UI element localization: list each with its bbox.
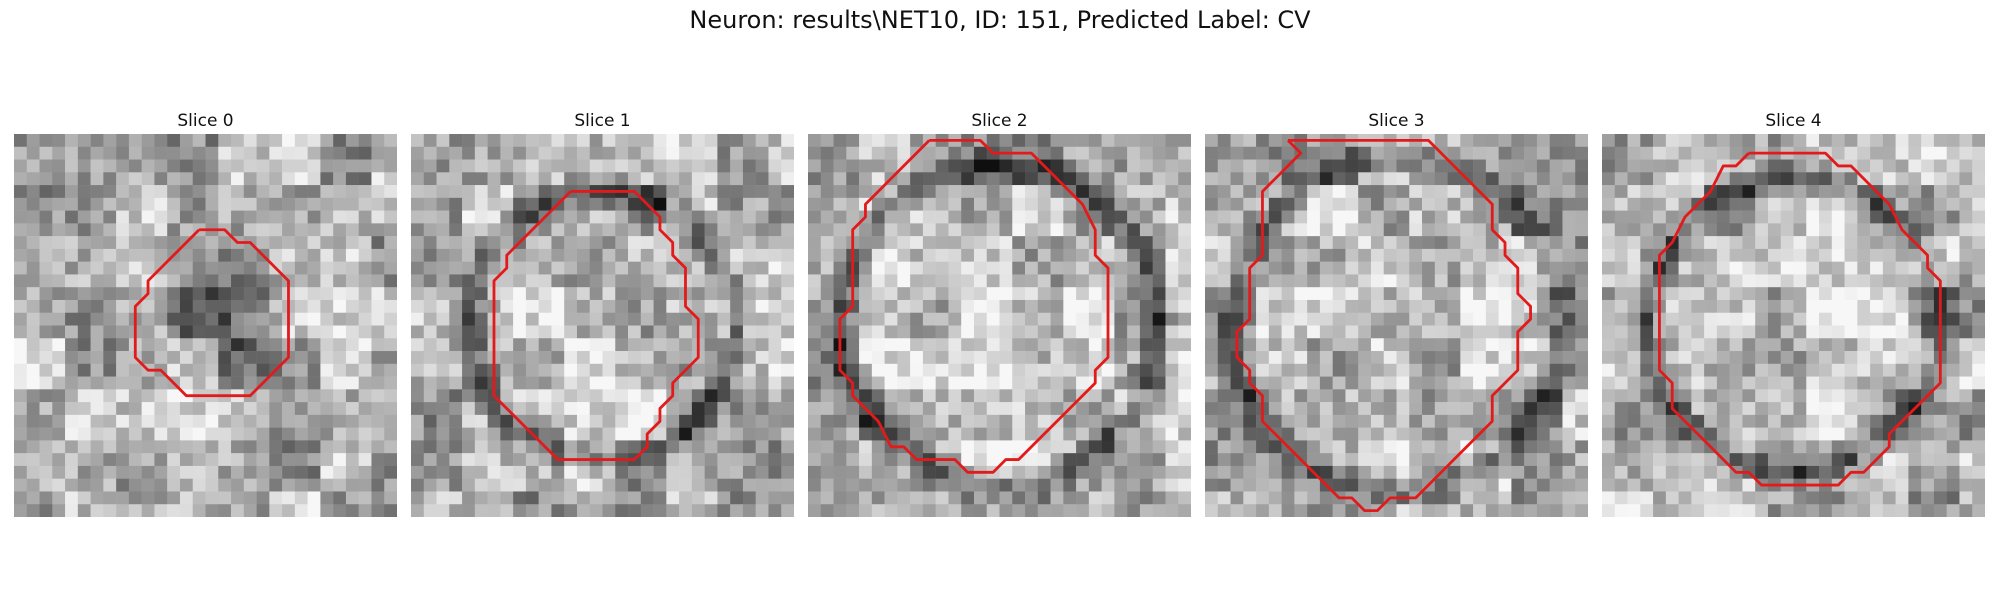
- slice-title-0: Slice 0: [177, 111, 234, 131]
- segmentation-contour: [492, 190, 700, 461]
- slice-image-1: [411, 134, 794, 517]
- slice-image-0: [14, 134, 397, 517]
- slice-panel-4: Slice 4: [1602, 108, 1985, 517]
- slice-panel-2: Slice 2: [808, 108, 1191, 517]
- slice-panel-3: Slice 3: [1205, 108, 1588, 517]
- segmentation-contour: [1658, 151, 1942, 487]
- segmentation-contour: [1235, 138, 1532, 513]
- slice-image-4: [1602, 134, 1985, 517]
- pixel-grid: [808, 134, 1191, 517]
- pixel-grid: [411, 134, 794, 517]
- slice-title-1: Slice 1: [574, 111, 631, 131]
- slice-panel-1: Slice 1: [411, 108, 794, 517]
- pixel-grid: [1602, 134, 1985, 517]
- slice-title-4: Slice 4: [1765, 111, 1822, 131]
- segmentation-contour: [133, 228, 290, 398]
- slice-image-2: [808, 134, 1191, 517]
- segmentation-contour: [838, 138, 1110, 474]
- slice-title-2: Slice 2: [971, 111, 1028, 131]
- pixel-grid: [14, 134, 397, 517]
- figure-title: Neuron: results\NET10, ID: 151, Predicte…: [689, 6, 1311, 34]
- slice-title-3: Slice 3: [1368, 111, 1425, 131]
- slice-panel-0: Slice 0: [14, 108, 397, 517]
- slice-image-3: [1205, 134, 1588, 517]
